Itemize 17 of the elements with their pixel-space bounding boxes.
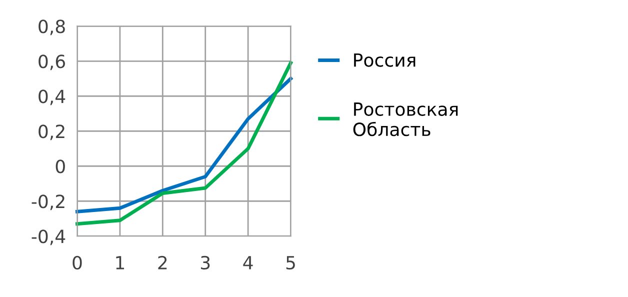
x-tick-label: 1 — [116, 256, 124, 270]
x-tick-label: 5 — [286, 256, 295, 270]
y-tick-label: 0 — [56, 160, 65, 174]
x-tick-label: 0 — [72, 256, 82, 270]
y-tick-label: -0,4 — [32, 230, 66, 246]
x-tick-label: 3 — [200, 256, 210, 270]
legend-label: Россия — [354, 53, 416, 67]
y-tick-label: 0,2 — [38, 124, 64, 140]
y-tick-label: 0,4 — [38, 90, 66, 106]
x-tick-label: 4 — [243, 256, 253, 270]
line-series — [76, 76, 292, 214]
line-series — [76, 61, 292, 226]
legend-label: Ростовская Область — [353, 102, 458, 136]
y-tick-label: -0,2 — [32, 194, 64, 210]
y-tick-label: 0,6 — [38, 54, 65, 70]
x-tick-label: 2 — [158, 256, 167, 270]
y-tick-label: 0,8 — [38, 20, 65, 36]
